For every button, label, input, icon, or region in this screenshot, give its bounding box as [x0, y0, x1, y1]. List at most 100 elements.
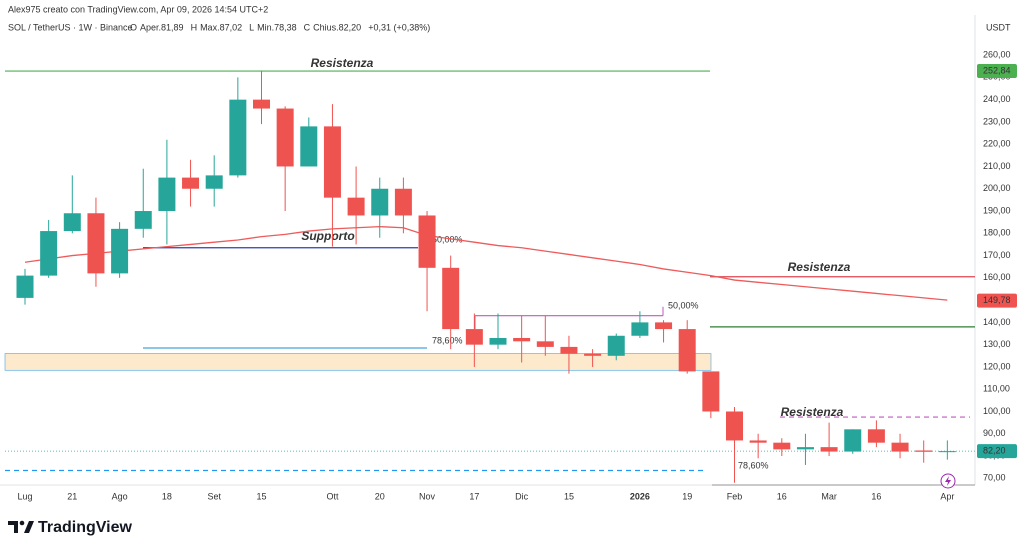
x-tick-label: 17 — [469, 491, 479, 501]
change: +0,31 (+0,38%) — [368, 22, 430, 32]
y-tick-label: 100,00 — [983, 406, 1011, 416]
y-tick-label: 210,00 — [983, 161, 1011, 171]
footer-brand: TradingView — [38, 519, 133, 536]
x-tick-label: Ago — [112, 491, 128, 501]
candle-body — [844, 429, 862, 452]
level-label: Supporto — [301, 229, 354, 243]
logo-slash — [24, 521, 34, 533]
candle-body — [749, 440, 767, 443]
price-tag — [977, 64, 1017, 79]
x-tick-label: Mar — [821, 491, 837, 501]
candle-body — [394, 188, 412, 216]
candle-body — [465, 329, 483, 345]
zone — [4, 353, 712, 371]
ohlc-item: Chius.82,20 — [313, 22, 361, 32]
y-tick-label: 170,00 — [983, 250, 1011, 260]
candle-body — [584, 353, 602, 356]
candle-body — [915, 450, 933, 452]
y-tick-label: 190,00 — [983, 205, 1011, 215]
y-tick-label: 230,00 — [983, 116, 1011, 126]
ohlc-item: Min.78,38 — [257, 22, 297, 32]
candle-body — [726, 411, 743, 441]
level-label: Resistenza — [781, 405, 844, 419]
x-tick-label: 19 — [682, 491, 692, 501]
candle-body — [702, 371, 720, 412]
moving-average — [24, 225, 948, 301]
candle-body — [631, 322, 649, 336]
candle-body — [347, 197, 365, 216]
candle-body — [111, 228, 129, 274]
price-tag — [977, 444, 1017, 459]
fib-label: 50,00% — [432, 234, 463, 244]
candle-body — [938, 451, 956, 453]
candle-body — [489, 337, 507, 345]
candle-body — [536, 341, 554, 347]
y-tick-label: 180,00 — [983, 228, 1011, 238]
candle-body — [442, 267, 460, 330]
candle-body — [418, 215, 436, 268]
level-label: Resistenza — [311, 56, 374, 70]
ohlc-item: O — [130, 22, 137, 32]
candle-body — [820, 447, 838, 452]
candle-body — [63, 213, 81, 232]
x-tick-label: 16 — [777, 491, 787, 501]
x-tick-label: Feb — [727, 491, 743, 501]
level-label: Resistenza — [788, 260, 851, 274]
price-tag-label: 149,78 — [983, 295, 1011, 305]
y-tick-label: 120,00 — [983, 361, 1011, 371]
x-tick-label: 2026 — [630, 491, 650, 501]
x-tick-label: Set — [207, 491, 221, 501]
y-tick-label: 90,00 — [983, 428, 1006, 438]
price-tag-label: 252,84 — [983, 65, 1011, 75]
candle-body — [158, 177, 176, 212]
candle-body — [678, 329, 696, 372]
candle-body — [205, 175, 223, 189]
symbol: SOL / TetherUS · 1W · Binance — [8, 22, 133, 32]
candle-body — [16, 275, 34, 298]
x-tick-label: 15 — [256, 491, 266, 501]
candle-body — [655, 322, 673, 330]
x-tick-label: 16 — [871, 491, 881, 501]
fib-label: 78,60% — [738, 460, 769, 470]
candle-body — [300, 126, 318, 167]
candle-body — [229, 99, 247, 176]
y-tick-label: 130,00 — [983, 339, 1011, 349]
y-tick-label: 240,00 — [983, 94, 1011, 104]
ohlc-item: C — [304, 22, 311, 32]
ohlc: O Aper.81,89 H Max.87,02 L Min.78,38 C Chius.82… — [130, 22, 430, 32]
x-tick-label: Ott — [326, 491, 339, 501]
candle-body — [560, 346, 578, 354]
x-tick-label: Dic — [515, 491, 528, 501]
ohlc-item: Max.87,02 — [200, 22, 242, 32]
candle-body — [323, 126, 341, 198]
candle-body — [891, 442, 909, 452]
candle-body — [40, 231, 58, 276]
y-tick-label: 200,00 — [983, 183, 1011, 193]
y-tick-label: 260,00 — [983, 49, 1011, 59]
x-tick-label: 15 — [564, 491, 574, 501]
logo-dot — [19, 520, 25, 526]
candle-body — [371, 188, 389, 216]
candle-body — [867, 429, 885, 443]
price-tag — [977, 293, 1017, 308]
y-tick-label: 160,00 — [983, 272, 1011, 282]
fib-label: 50,00% — [668, 300, 699, 310]
ohlc-item: Aper.81,89 — [140, 22, 184, 32]
ohlc-item: H — [191, 22, 198, 32]
alert-bolt — [945, 476, 951, 486]
author: Alex975 creato con TradingView.com, Apr … — [8, 4, 268, 14]
candle-body — [134, 211, 152, 229]
candle-body — [513, 337, 531, 342]
candle-body — [773, 442, 791, 450]
y-tick-label: 220,00 — [983, 139, 1011, 149]
x-tick-label: 18 — [162, 491, 172, 501]
candle-body — [87, 213, 105, 274]
x-tick-label: Nov — [419, 491, 436, 501]
price-tag-label: 82,20 — [983, 446, 1006, 456]
candle-body — [253, 99, 270, 109]
logo-mark — [8, 521, 18, 533]
candle-body — [607, 335, 625, 356]
